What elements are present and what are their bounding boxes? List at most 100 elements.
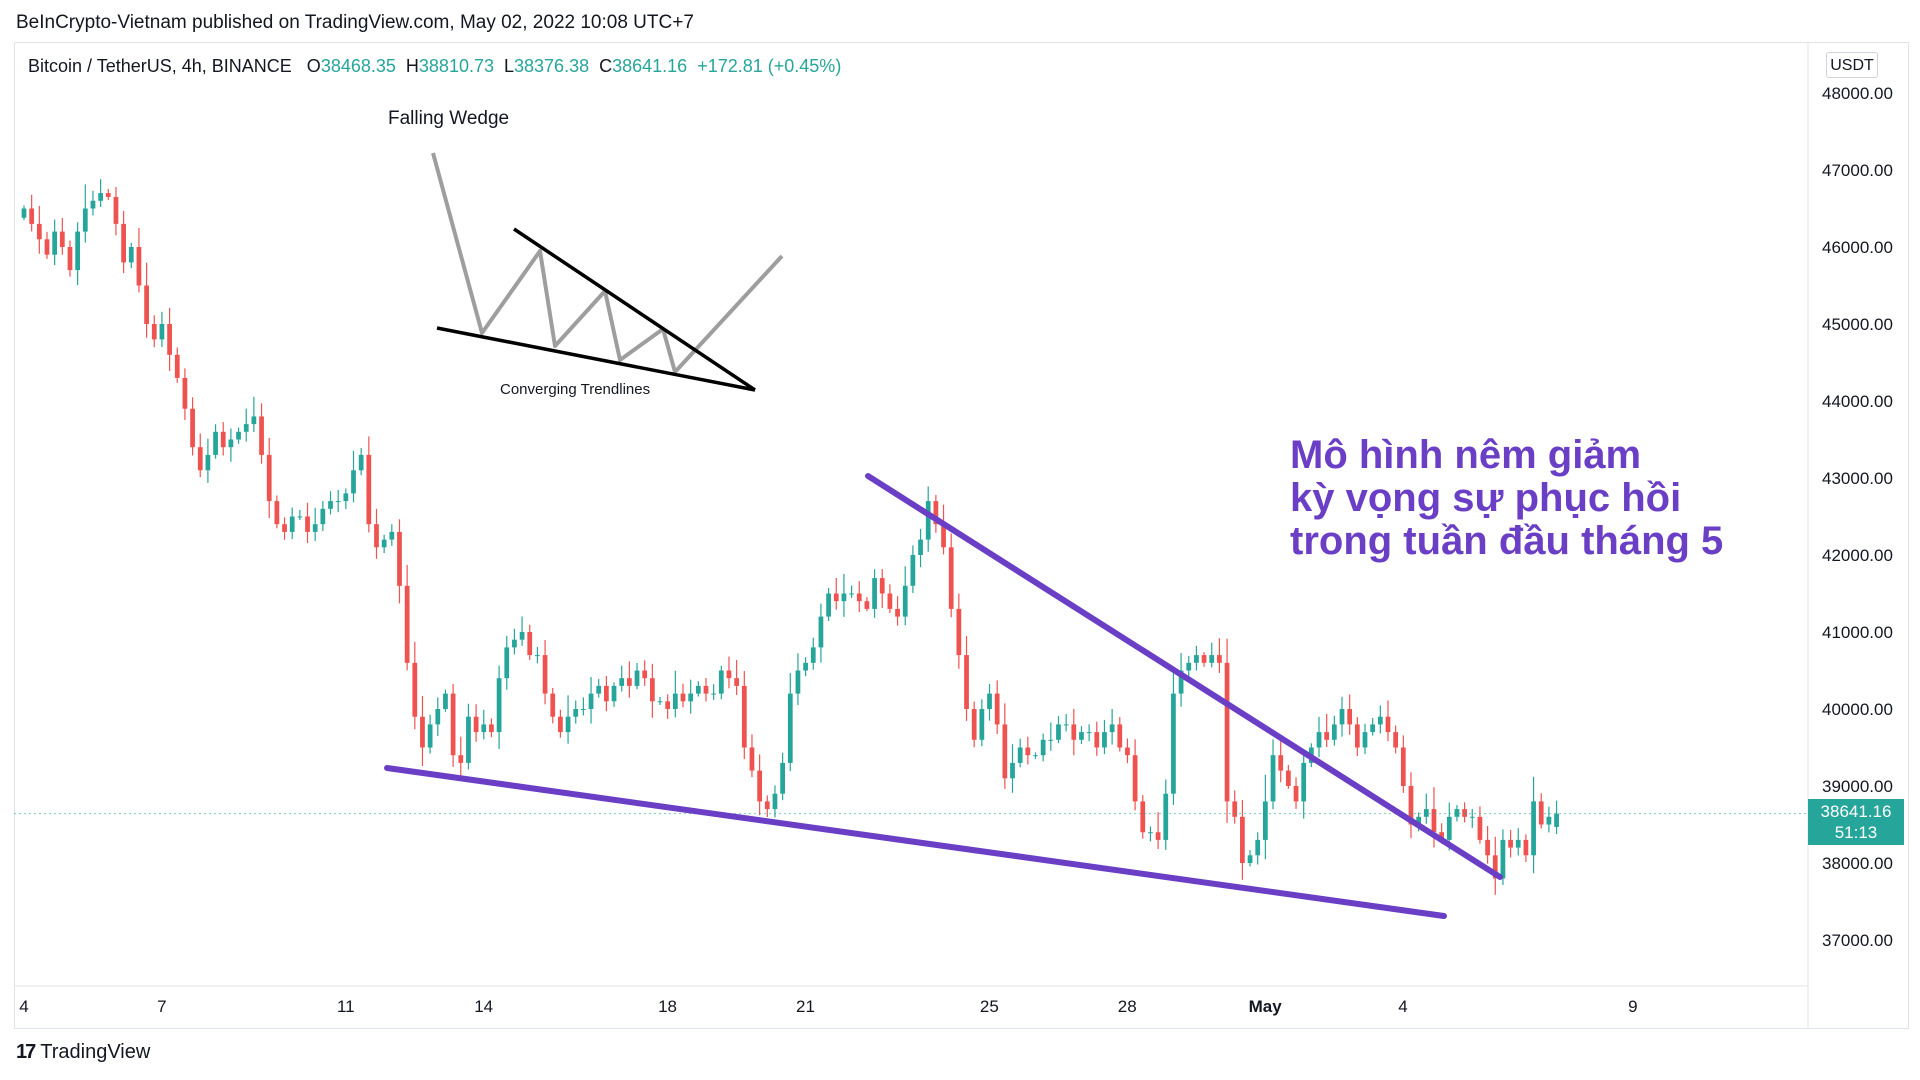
candle-body — [688, 693, 694, 702]
footer-brand[interactable]: 17 TradingView — [16, 1041, 150, 1064]
candle-body — [1446, 816, 1452, 840]
candle — [1240, 799, 1245, 880]
candle — [1033, 752, 1038, 759]
candle-body — [764, 801, 770, 810]
candle-body — [1217, 655, 1222, 663]
candle — [289, 507, 295, 540]
lower-trendline[interactable] — [384, 765, 1447, 919]
candle-body — [1285, 770, 1291, 786]
candle-body — [1538, 801, 1544, 825]
candle-body — [282, 524, 287, 532]
candle-body — [90, 200, 96, 209]
candle-body — [328, 501, 333, 509]
x-tick-label: 11 — [337, 997, 355, 1016]
candle — [948, 533, 954, 618]
currency-selector[interactable]: USDT — [1826, 52, 1878, 78]
candle-body — [1477, 816, 1483, 840]
candle-body — [174, 354, 180, 378]
candle — [1362, 723, 1368, 755]
candle — [749, 734, 755, 778]
candle — [1393, 725, 1399, 754]
candle-body — [366, 454, 372, 525]
candle-body — [1385, 716, 1391, 733]
candle — [1377, 705, 1383, 734]
candle-body — [1508, 839, 1513, 848]
candle-body — [98, 193, 104, 201]
candle — [113, 187, 119, 236]
candle — [588, 676, 594, 724]
candle-body — [703, 685, 709, 694]
candle-body — [1002, 724, 1008, 779]
last-price-value: 38641.16 — [1820, 802, 1892, 821]
candle — [105, 188, 111, 201]
annotation-line-2: kỳ vọng sự phục hồi — [1290, 476, 1682, 520]
upper-trendline[interactable] — [865, 473, 1503, 880]
price-axis[interactable]: 37000.00 38000.00 39000.00 40000.00 41000.00… — [1822, 84, 1893, 950]
candle — [1201, 652, 1207, 667]
candle — [282, 517, 287, 540]
candle-body — [956, 608, 962, 656]
close-value: 38641.16 — [612, 56, 688, 76]
candle — [466, 703, 471, 770]
candle — [236, 427, 241, 444]
candle — [764, 795, 770, 818]
candle-body — [36, 223, 42, 240]
candle-body — [1186, 662, 1192, 671]
candle — [1056, 716, 1061, 744]
candle-body — [1033, 755, 1038, 757]
candle — [205, 438, 211, 483]
candle — [987, 683, 992, 721]
candle — [726, 656, 732, 689]
candle — [810, 637, 816, 670]
candle — [1186, 655, 1192, 679]
candle-body — [1140, 801, 1146, 833]
candle-body — [803, 662, 808, 671]
candle — [1278, 740, 1284, 783]
candle — [75, 222, 81, 286]
candle-body — [856, 593, 862, 602]
candle — [397, 519, 402, 604]
y-tick-label: 47000.00 — [1822, 161, 1893, 180]
candle — [1546, 806, 1552, 833]
symbol-name[interactable]: Bitcoin / TetherUS, 4h, BINANCE — [28, 56, 292, 76]
candle — [1040, 733, 1046, 762]
candle — [44, 231, 50, 259]
candle-body — [1339, 709, 1345, 725]
candle-body — [427, 724, 433, 748]
candle — [657, 696, 663, 705]
candle-body — [918, 539, 923, 555]
candle-body — [381, 539, 387, 548]
candle-body — [182, 377, 188, 409]
candle — [351, 450, 356, 503]
candle — [320, 501, 326, 531]
candle-body — [29, 208, 35, 224]
candle — [1048, 722, 1054, 751]
candle — [803, 657, 808, 677]
candle — [626, 661, 632, 698]
time-axis[interactable]: 4 7 11 14 18 21 25 28 May 4 9 — [19, 997, 1637, 1016]
candle-body — [466, 716, 471, 763]
candle-body — [841, 593, 847, 602]
candle — [458, 736, 464, 777]
candle — [404, 564, 410, 671]
candle-body — [1209, 655, 1215, 663]
candle — [335, 490, 341, 513]
candle — [190, 397, 195, 456]
symbol-legend: Bitcoin / TetherUS, 4h, BINANCE O38468.3… — [28, 56, 841, 77]
candle — [213, 424, 218, 459]
candle-body — [1515, 839, 1521, 848]
candle — [1094, 721, 1100, 756]
candle-body — [458, 755, 464, 763]
candle-body — [833, 593, 839, 602]
candle — [680, 683, 686, 708]
bar-countdown: 51:13 — [1834, 823, 1878, 842]
candle — [1354, 717, 1360, 757]
candle-body — [1232, 801, 1238, 817]
candle — [435, 697, 441, 737]
candle-body — [1010, 762, 1015, 779]
candle-body — [236, 431, 241, 440]
candle — [52, 219, 58, 266]
annotation-line-1: Mô hình nêm giảm — [1290, 433, 1642, 477]
candle-body — [573, 709, 579, 717]
